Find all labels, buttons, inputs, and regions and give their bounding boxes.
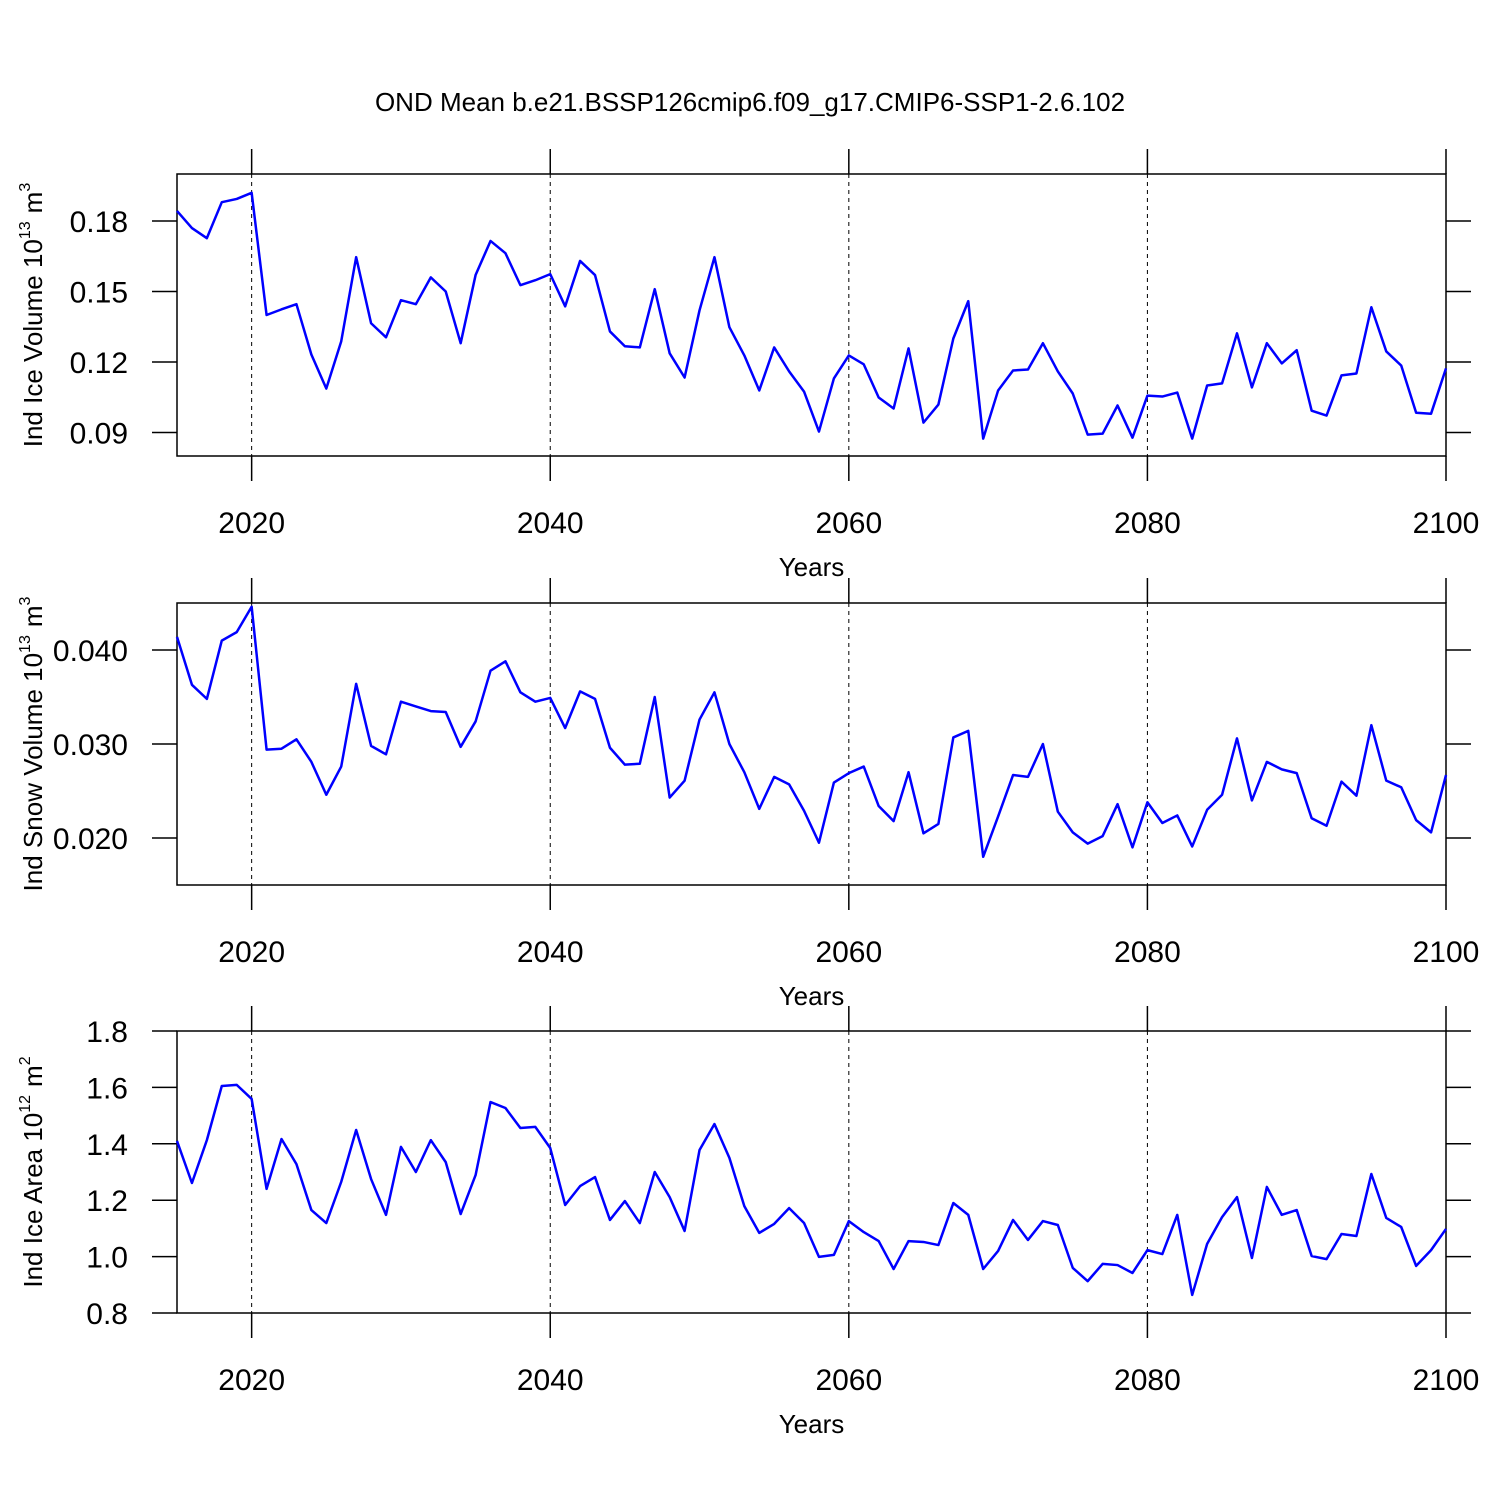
x-tick-label: 2040 bbox=[517, 936, 584, 969]
x-tick-label: 2100 bbox=[1413, 1364, 1480, 1397]
panel: 2020 2040 2060 2080 2100 0.8 1.0 1.2 1.4 1.6 1.8 Ye… bbox=[17, 1006, 1479, 1439]
y-axis-label-unit-exponent: 3 bbox=[17, 183, 34, 192]
x-tick-label: 2040 bbox=[517, 507, 584, 540]
y-axis-label-exponent: 12 bbox=[17, 1095, 34, 1113]
x-axis-label: Years bbox=[779, 1409, 845, 1439]
x-tick-label: 2100 bbox=[1413, 936, 1480, 969]
x-tick-label: 2080 bbox=[1114, 507, 1181, 540]
y-tick-label: 0.15 bbox=[70, 277, 128, 310]
plot-frame bbox=[176, 1030, 1447, 1314]
x-tick-label: 2060 bbox=[815, 507, 882, 540]
y-axis-label-unit-exponent: 2 bbox=[17, 1056, 34, 1065]
panel: 2020 2040 2060 2080 2100 0.020 0.030 0.040 Years… bbox=[17, 578, 1479, 1011]
y-tick-label: 0.12 bbox=[70, 347, 128, 380]
panel: 2020 2040 2060 2080 2100 0.09 0.12 0.15 0.18 Year… bbox=[17, 149, 1479, 582]
y-tick-label: 1.2 bbox=[86, 1185, 128, 1218]
x-axis-label: Years bbox=[779, 552, 845, 582]
x-tick-label: 2040 bbox=[517, 1364, 584, 1397]
x-axis-label: Years bbox=[779, 981, 845, 1011]
y-axis-label-unit: m bbox=[18, 605, 48, 627]
x-tick-label: 2020 bbox=[218, 1364, 285, 1397]
y-axis-label-exponent: 13 bbox=[17, 221, 34, 239]
y-tick-label: 0.8 bbox=[86, 1298, 128, 1331]
figure-title: OND Mean b.e21.BSSP126cmip6.f09_g17.CMIP… bbox=[375, 87, 1125, 117]
y-axis-label-unit: m bbox=[18, 1065, 48, 1087]
x-tick-label: 2060 bbox=[815, 936, 882, 969]
y-axis-label: Ind Ice Volume 1013 m3 bbox=[17, 183, 48, 448]
y-axis-label-unit: m bbox=[18, 192, 48, 214]
y-axis-label-exponent: 13 bbox=[17, 635, 34, 653]
y-tick-label: 1.4 bbox=[86, 1129, 128, 1162]
plot-frame bbox=[176, 173, 1447, 457]
x-tick-label: 2020 bbox=[218, 936, 285, 969]
y-axis-label: Ind Ice Area 1012 m2 bbox=[17, 1056, 48, 1287]
x-tick-label: 2100 bbox=[1413, 507, 1480, 540]
y-tick-label: 0.020 bbox=[53, 823, 128, 856]
x-tick-label: 2080 bbox=[1114, 936, 1181, 969]
data-line bbox=[175, 605, 1448, 859]
y-tick-label: 1.0 bbox=[86, 1242, 128, 1275]
x-tick-label: 2080 bbox=[1114, 1364, 1181, 1397]
y-tick-label: 0.09 bbox=[70, 418, 128, 451]
data-line bbox=[176, 191, 1448, 440]
y-tick-label: 0.18 bbox=[70, 206, 128, 239]
y-tick-label: 0.040 bbox=[53, 635, 128, 668]
data-line bbox=[175, 1083, 1448, 1297]
x-tick-label: 2020 bbox=[218, 507, 285, 540]
y-tick-label: 1.8 bbox=[86, 1016, 128, 1049]
y-axis-label-unit-exponent: 3 bbox=[17, 596, 34, 605]
y-axis-label-text: Ind Ice Area 10 bbox=[18, 1113, 48, 1288]
x-tick-label: 2060 bbox=[815, 1364, 882, 1397]
y-axis-label-text: Ind Snow Volume 10 bbox=[18, 653, 48, 892]
y-axis-label-text: Ind Ice Volume 10 bbox=[18, 239, 48, 447]
y-tick-label: 0.030 bbox=[53, 729, 128, 762]
y-axis-label: Ind Snow Volume 1013 m3 bbox=[17, 596, 48, 891]
y-tick-label: 1.6 bbox=[86, 1072, 128, 1105]
plot-frame bbox=[176, 602, 1447, 886]
